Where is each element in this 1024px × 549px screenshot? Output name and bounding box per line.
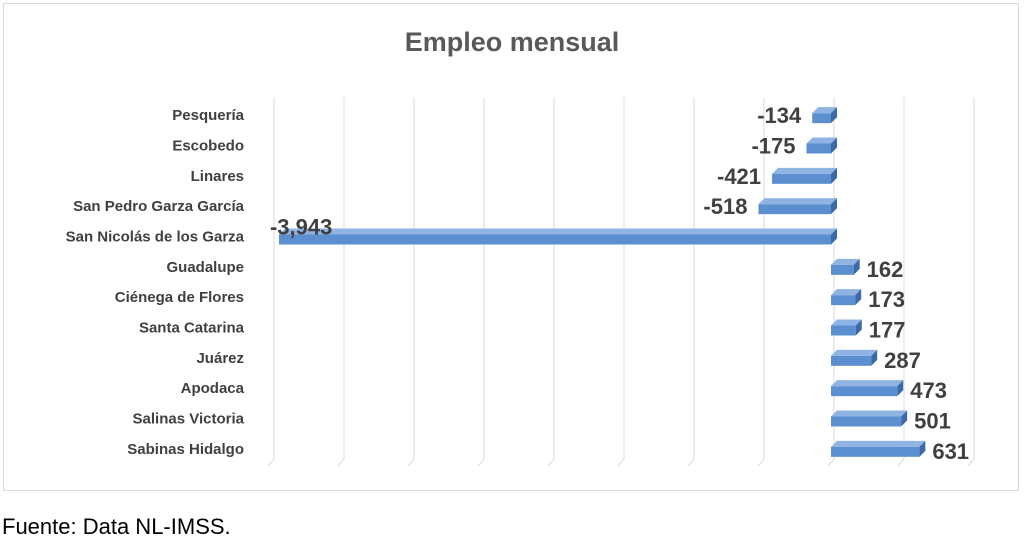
bar-side bbox=[831, 228, 837, 245]
bar-top bbox=[812, 107, 837, 114]
gridline-foot bbox=[827, 458, 835, 467]
bar bbox=[831, 416, 902, 427]
gridline-foot bbox=[617, 458, 625, 467]
bar-side bbox=[831, 198, 837, 215]
bar-top bbox=[831, 289, 862, 296]
bar-top bbox=[772, 167, 837, 174]
chart-frame: Pesquería Escobedo Linares San Pedro Garza … bbox=[3, 3, 1019, 491]
gridline-foot bbox=[407, 458, 415, 467]
bar bbox=[278, 234, 832, 245]
bar-side bbox=[831, 167, 837, 184]
bar bbox=[831, 325, 856, 336]
value-label: 631 bbox=[932, 439, 969, 464]
source-note: Fuente: Data NL-IMSS. bbox=[2, 514, 231, 539]
bar-side bbox=[901, 410, 908, 427]
value-label: 501 bbox=[914, 409, 951, 434]
gridline-foot bbox=[547, 458, 555, 467]
category-label: Apodaca bbox=[181, 380, 245, 397]
value-label: -134 bbox=[757, 103, 802, 128]
category-label: Guadalupe bbox=[166, 259, 244, 276]
bar-top bbox=[831, 258, 860, 265]
gridline-foot bbox=[967, 458, 975, 467]
value-label: -175 bbox=[751, 134, 795, 159]
gridline-foot bbox=[757, 458, 765, 467]
category-label: Santa Catarina bbox=[139, 320, 245, 337]
bar-top bbox=[831, 380, 904, 387]
bar-side bbox=[919, 440, 926, 457]
category-label: Sabinas Hidalgo bbox=[127, 441, 244, 458]
value-label: 287 bbox=[884, 348, 921, 373]
bar-top bbox=[278, 228, 838, 235]
gridline-foot bbox=[687, 458, 695, 467]
gridline-foot bbox=[267, 458, 275, 467]
bar bbox=[772, 173, 831, 184]
bar bbox=[831, 446, 920, 457]
category-labels: Pesquería Escobedo Linares San Pedro Garza … bbox=[66, 107, 245, 458]
value-label: 473 bbox=[910, 378, 947, 403]
bar bbox=[758, 204, 831, 215]
value-label: 177 bbox=[869, 318, 906, 343]
bar-top bbox=[831, 410, 908, 417]
gridline-foot bbox=[897, 458, 905, 467]
value-labels: -134 -175 -421 -518 -3,943 162 173 177 287 473 501… bbox=[270, 103, 969, 464]
bar-side bbox=[855, 289, 862, 306]
bar-side bbox=[855, 319, 862, 336]
value-label: -421 bbox=[717, 164, 761, 189]
value-label: 173 bbox=[868, 287, 905, 312]
value-label: -3,943 bbox=[270, 215, 332, 240]
gridline-foot bbox=[337, 458, 345, 467]
bar-side bbox=[831, 107, 837, 124]
bar-side bbox=[853, 258, 860, 275]
category-label: Pesquería bbox=[172, 107, 244, 124]
bars bbox=[278, 107, 926, 457]
bar-top bbox=[806, 137, 837, 144]
bar bbox=[831, 264, 854, 275]
category-label: San Pedro Garza García bbox=[73, 198, 245, 215]
value-label: -518 bbox=[703, 194, 747, 219]
bar-top bbox=[831, 440, 926, 447]
category-label: San Nicolás de los Garza bbox=[66, 229, 245, 246]
bar bbox=[806, 143, 831, 154]
value-label: 162 bbox=[867, 257, 904, 282]
bar-top bbox=[758, 198, 837, 205]
category-label: Linares bbox=[191, 168, 244, 185]
bar bbox=[812, 113, 831, 124]
bar-side bbox=[831, 137, 837, 154]
bar-top bbox=[831, 319, 862, 326]
bar bbox=[831, 386, 898, 397]
gridline-foot bbox=[477, 458, 485, 467]
bar-side bbox=[897, 380, 904, 397]
bar bbox=[831, 355, 872, 366]
bar-chart: Pesquería Escobedo Linares San Pedro Garza … bbox=[66, 27, 975, 467]
category-label: Juárez bbox=[196, 350, 244, 367]
gridlines bbox=[267, 97, 975, 467]
category-label: Ciénega de Flores bbox=[115, 289, 244, 306]
category-label: Escobedo bbox=[172, 138, 244, 155]
category-label: Salinas Victoria bbox=[133, 411, 245, 428]
bar bbox=[831, 295, 856, 306]
bar-side bbox=[871, 349, 878, 366]
bar-top bbox=[831, 349, 878, 356]
chart-title: Empleo mensual bbox=[405, 27, 620, 57]
